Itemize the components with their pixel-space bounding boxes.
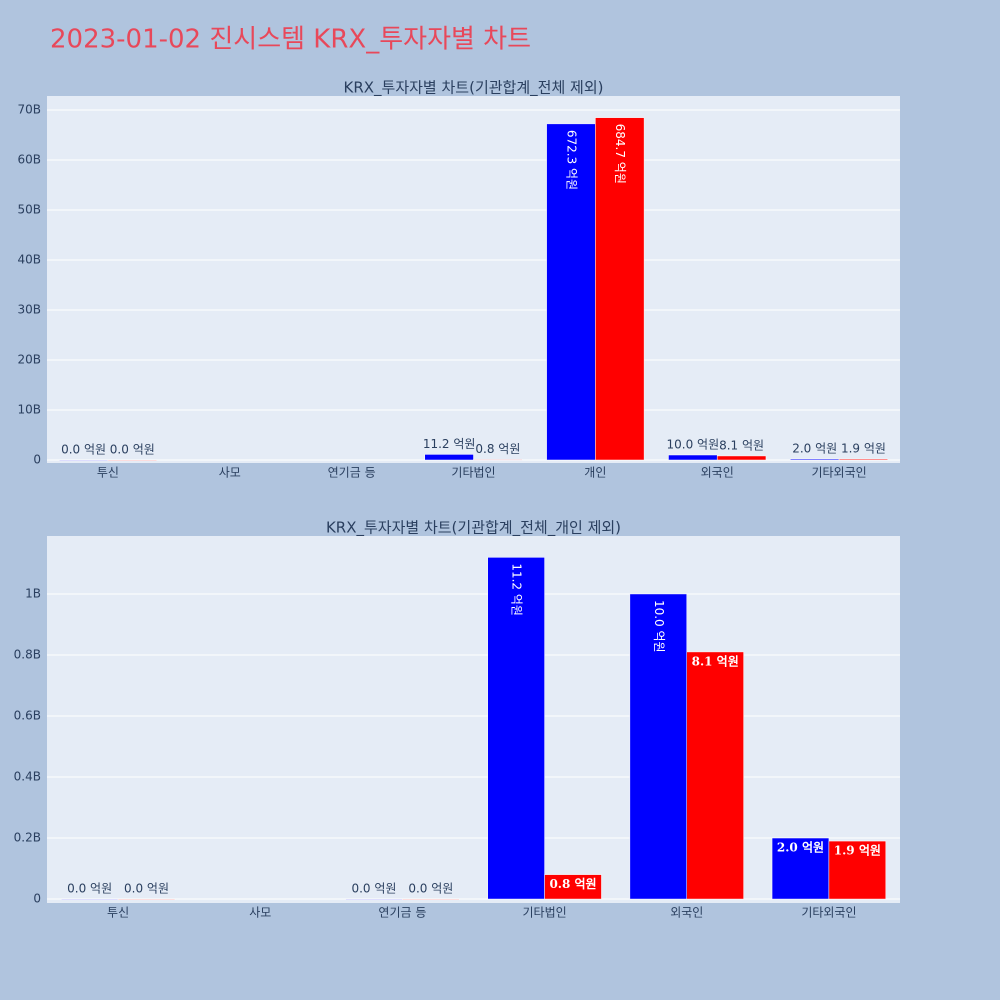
value-label: 11.2 억원 (510, 563, 524, 616)
bar (546, 123, 596, 461)
chart-title: KRX_투자자별 차트(기관합계_전체_개인 제외) (326, 519, 621, 538)
value-label: 1.9 억원 (834, 844, 881, 858)
bar (686, 651, 744, 900)
y-tick-label: 30B (17, 303, 41, 317)
x-tick-label: 연기금 등 (378, 906, 426, 920)
bar (629, 593, 688, 900)
x-tick-label: 기타외국인 (811, 466, 866, 480)
y-tick-label: 0 (33, 892, 41, 906)
x-tick-label: 투신 (107, 906, 129, 920)
value-label: 0.0 억원 (351, 882, 396, 896)
value-label: 0.0 억원 (110, 443, 155, 457)
x-tick-label: 개인 (584, 466, 606, 480)
plot-area (47, 96, 900, 463)
x-tick-label: 외국인 (670, 906, 703, 920)
bar (771, 837, 830, 900)
value-label: 0.8 억원 (549, 877, 596, 891)
bar (487, 557, 545, 900)
value-label: 0.8 억원 (475, 442, 520, 456)
x-tick-label: 기타법인 (522, 906, 566, 920)
bar (58, 459, 109, 461)
bar (544, 874, 602, 900)
value-label: 2.0 억원 (792, 442, 837, 456)
value-label: 0.0 억원 (124, 882, 169, 896)
y-tick-label: 0.8B (14, 647, 41, 661)
bar (107, 459, 157, 461)
y-tick-label: 0.6B (14, 708, 41, 722)
value-label: 672.3 억원 (564, 130, 578, 190)
value-label: 2.0 억원 (777, 841, 824, 855)
bar (790, 458, 840, 461)
x-tick-label: 외국인 (701, 466, 734, 480)
value-label: 684.7 억원 (613, 124, 627, 184)
bar (828, 840, 887, 900)
x-tick-label: 기타법인 (451, 466, 495, 480)
y-tick-label: 40B (17, 253, 41, 267)
y-tick-label: 1B (25, 586, 41, 600)
value-label: 11.2 억원 (423, 437, 476, 451)
plot-area (47, 536, 900, 903)
bar (716, 455, 767, 461)
value-label: 0.0 억원 (408, 882, 453, 896)
bar (117, 898, 176, 900)
bar (838, 458, 889, 461)
x-tick-label: 투신 (97, 466, 119, 480)
value-label: 10.0 억원 (667, 438, 720, 452)
x-tick-label: 기타외국인 (801, 906, 856, 920)
value-label: 0.0 억원 (61, 443, 106, 457)
x-tick-label: 사모 (219, 466, 241, 480)
bar (473, 459, 523, 461)
value-label: 8.1 억원 (692, 654, 739, 668)
bar (60, 898, 119, 900)
chart-title: KRX_투자자별 차트(기관합계_전체 제외) (344, 79, 604, 98)
bar (424, 454, 474, 461)
bar (402, 898, 460, 900)
value-label: 10.0 억원 (652, 600, 666, 653)
bar (345, 898, 403, 900)
y-tick-label: 10B (17, 403, 41, 417)
y-tick-label: 0.2B (14, 831, 41, 845)
y-tick-label: 50B (17, 203, 41, 217)
x-tick-label: 연기금 등 (328, 466, 376, 480)
bar (595, 117, 645, 461)
value-label: 8.1 억원 (719, 438, 764, 452)
y-tick-label: 0.4B (14, 770, 41, 784)
x-tick-label: 사모 (249, 906, 271, 920)
value-label: 1.9 억원 (841, 442, 886, 456)
y-tick-label: 70B (17, 103, 41, 117)
y-tick-label: 20B (17, 353, 41, 367)
y-tick-label: 0 (33, 453, 41, 467)
value-label: 0.0 억원 (67, 882, 112, 896)
page-title: 2023-01-02 진시스템 KRX_투자자별 차트 (50, 25, 531, 55)
y-tick-label: 60B (17, 153, 41, 167)
bar (668, 454, 718, 461)
